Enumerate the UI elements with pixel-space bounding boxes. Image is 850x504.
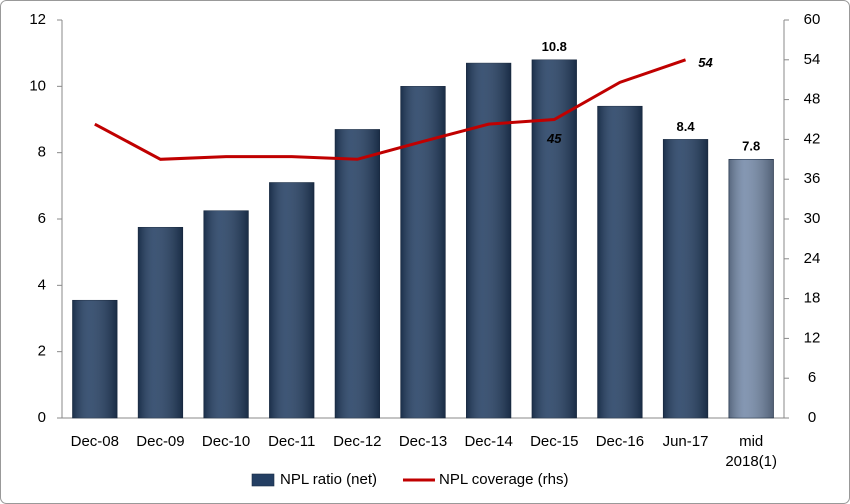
line [94,58,687,161]
legend-swatch [251,473,275,487]
y-tick-label: 12 [29,11,46,28]
legend-label: NPL coverage (rhs) [439,471,569,488]
x-tick-label: Dec-10 [201,433,251,450]
y2-tick-label: 42 [804,130,821,147]
bar [662,139,709,419]
y-tick-label: 0 [38,409,46,426]
y-tick-label: 6 [38,210,46,227]
y2-tick-label: 18 [804,290,821,307]
y2-tick-label: 6 [808,369,816,386]
y-tick-label: 8 [38,144,46,161]
bar [137,226,184,419]
x-tick-label: Jun-17 [662,433,709,450]
y2-tick-label: 12 [804,329,821,346]
x-tick-label: Dec-15 [530,433,579,450]
x-tick-label: Dec-09 [136,433,185,450]
x-tick-label: Dec-13 [398,433,448,450]
legend-label: NPL ratio (net) [280,471,377,488]
bar [269,182,315,419]
line-value-label: 54 [698,55,713,70]
bar [728,159,774,419]
y2-tick-label: 0 [808,409,816,426]
y2-tick-label: 30 [804,210,821,227]
bar [466,62,512,419]
x-tick-label: Dec-11 [268,433,316,450]
bar-value-label: 10.8 [542,39,567,54]
bar-value-label: 7.8 [742,139,760,154]
y-tick-label: 4 [38,276,46,293]
x-tick-label: Dec-14 [464,433,513,450]
y-tick-label: 10 [29,77,46,94]
x-tick-label: Dec-16 [595,433,645,450]
bar [597,105,643,419]
bar-value-label: 8.4 [677,119,696,134]
y2-tick-label: 24 [804,250,821,267]
y2-tick-label: 48 [804,91,821,108]
y-tick-label: 2 [38,343,46,360]
bar [531,59,577,419]
line-value-label: 45 [546,131,562,146]
x-tick-label: Dec-12 [333,433,382,450]
bar [203,210,249,419]
y2-tick-label: 54 [804,51,821,68]
x-tick-label: mid 2018(1) [725,433,778,470]
bar [334,129,380,419]
y2-tick-label: 60 [804,11,821,28]
x-tick-label: Dec-08 [70,433,119,450]
bar [72,299,118,419]
y2-tick-label: 36 [804,170,821,187]
